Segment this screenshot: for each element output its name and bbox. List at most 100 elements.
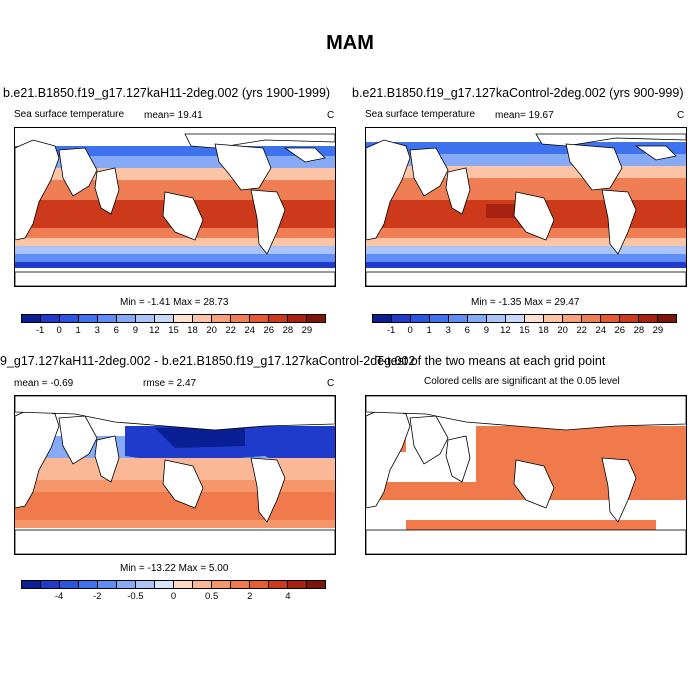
mean-label-top-left: mean= 19.41 [144,110,203,121]
colorbar-swatch [98,581,117,588]
colorbar-tick-label: 12 [149,325,160,336]
colorbar-tick-label: 0 [56,325,62,336]
mean-label-bottom-left: mean = -0.69 [14,378,74,389]
colorbar-tick-label: 20 [206,325,217,336]
colorbar-tick-label: 0 [170,591,177,602]
colorbar-swatch [601,315,620,322]
minmax-top-left: Min = -1.41 Max = 28.73 [120,297,229,308]
difference-map [15,396,335,554]
colorbar-tick-label: 9 [483,325,490,336]
colorbar-swatch [136,315,155,322]
colorbar-tick-label: 18 [538,325,549,336]
colorbar-tick-label: 29 [652,325,664,336]
colorbar-swatch [468,315,487,322]
variable-label-top-right: Sea surface temperature [365,109,476,120]
colorbar-tick-label: -1 [386,325,396,336]
colorbar-tick-label: 9 [132,325,139,336]
colorbar-tick-label: 1 [75,325,81,336]
variable-label-top-left: Sea surface temperature [14,109,125,120]
panel-title-top-right: b.e21.B1850.f19_g17.127kaControl-2deg.00… [352,86,684,100]
continents [15,396,335,523]
colorbar-swatch [193,581,212,588]
colorbar-swatch [174,315,193,322]
colorbar-swatch [136,581,155,588]
colorbar-swatch [155,315,174,322]
panel-subtitle-bottom-right: Colored cells are significant at the 0.0… [424,376,620,387]
colorbar-tick-label: 6 [113,325,119,336]
panel-title-bottom-right: T-test of the two means at each grid poi… [376,354,606,368]
colorbar-swatch [174,581,193,588]
colorbar-tick-label: 26 [263,325,275,336]
sst-band-south-cold [15,262,335,268]
colorbar-swatch [117,315,136,322]
colorbar-swatch [22,581,41,588]
colorbar-tick-label: 0 [407,325,413,336]
significant-cells-north [476,426,686,486]
colorbar-swatch [288,315,307,322]
colorbar-swatch [392,315,411,322]
colorbar-swatch [60,315,79,322]
colorbar-swatch [117,581,136,588]
colorbar-swatch [307,581,325,588]
colorbar-tick-label: -0.5 [127,591,144,602]
colorbar-swatch [155,581,174,588]
colorbar-swatch [79,581,98,588]
colorbar-swatch [506,315,525,322]
sst-band-north-cold [15,146,335,156]
colorbar-swatch [620,315,639,322]
colorbar-tick-label: 6 [464,325,470,336]
colorbar-swatch [231,581,250,588]
minmax-bottom-left: Min = -13.22 Max = 5.00 [120,563,229,574]
rmse-label-bottom-left: rmse = 2.47 [143,378,197,389]
colorbar-tick-label: 26 [614,325,626,336]
colorbar-tick-label: 4 [285,591,291,602]
colorbar-swatch [250,581,269,588]
colorbar-swatch [212,581,231,588]
colorbar-swatch [449,315,468,322]
colorbar-swatch [212,315,231,322]
colorbar-tick-label: 0.5 [205,591,219,602]
colorbar-swatch [544,315,563,322]
colorbar-sst-left: -1 0 1 3 6 9 12 15 18 20 22 24 26 28 29 [21,314,326,337]
colorbar-tick-label: -4 [54,591,64,602]
colorbar-tick-label: 2 [247,591,253,602]
colorbar-sst-right-ticks: -1 0 1 3 6 9 12 15 18 20 22 24 26 28 29 [372,323,677,337]
colorbar-swatch [582,315,601,322]
colorbar-swatch [41,581,60,588]
colorbar-tick-label: 22 [225,325,236,336]
sst-band-south-cold [366,262,686,268]
colorbar-swatch [60,581,79,588]
colorbar-swatch [373,315,392,322]
colorbar-swatch [563,315,582,322]
colorbar-sst-left-cells [21,314,326,323]
colorbar-tick-label: 12 [500,325,511,336]
minmax-top-right: Min = -1.35 Max = 29.47 [471,297,580,308]
colorbar-swatch [269,315,288,322]
map-panel-top-left [14,127,336,287]
colorbar-tick-label: 15 [519,325,530,336]
continents [366,133,686,255]
colorbar-swatch [79,315,98,322]
colorbar-tick-label: 3 [445,325,451,336]
colorbar-tick-label: -1 [35,325,45,336]
colorbar-diff-cells [21,580,326,589]
colorbar-swatch [411,315,430,322]
colorbar-sst-left-ticks: -1 0 1 3 6 9 12 15 18 20 22 24 26 28 29 [21,323,326,337]
colorbar-swatch [288,581,307,588]
colorbar-swatch [98,315,117,322]
colorbar-swatch [22,315,41,322]
panel-title-top-left: b.e21.B1850.f19_g17.127kaH11-2deg.002 (y… [3,86,331,100]
colorbar-sst-right-cells [372,314,677,323]
colorbar-tick-label: -2 [93,591,102,602]
colorbar-tick-label: 18 [187,325,198,336]
units-label-bottom-left: C [327,378,335,389]
sst-map-h11 [15,128,335,286]
colorbar-tick-label: 24 [595,325,607,336]
main-title: MAM [326,32,374,54]
continents [15,133,335,255]
continents [366,396,686,523]
units-label-top-right: C [677,110,685,121]
colorbar-tick-label: 28 [633,325,645,336]
colorbar-swatch [525,315,544,322]
map-panel-bottom-left [14,395,336,555]
